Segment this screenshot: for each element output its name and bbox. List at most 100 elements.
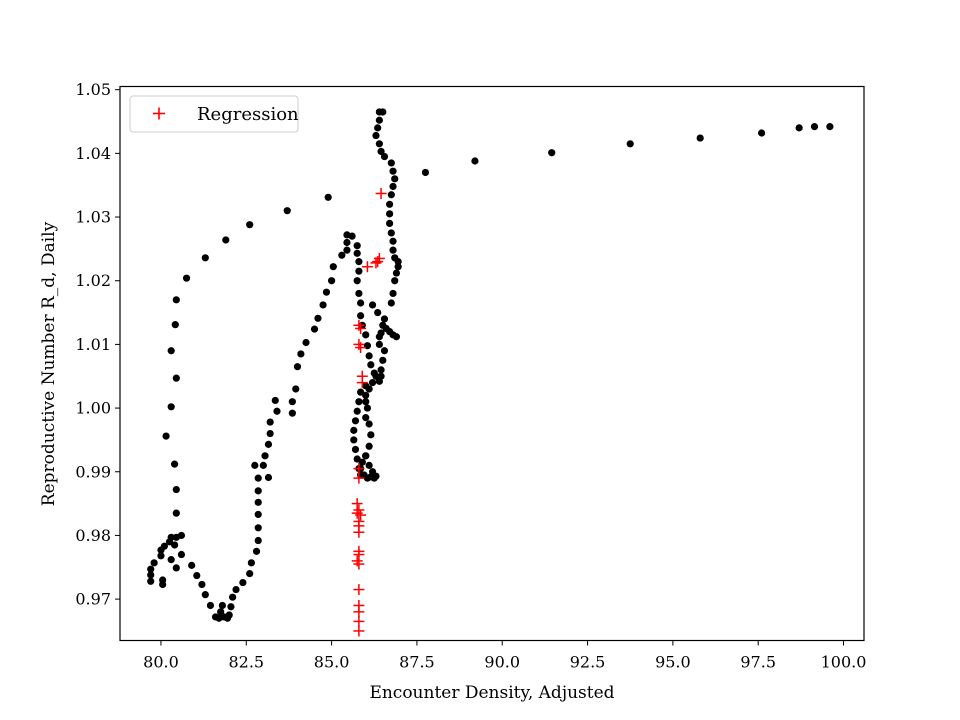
data-point (353, 407, 361, 415)
regression-point (355, 342, 367, 354)
data-point (386, 200, 394, 208)
data-point (355, 398, 363, 406)
data-point (350, 426, 358, 434)
regression-point (353, 472, 365, 484)
y-tick-label: 1.00 (75, 399, 111, 418)
data-point (247, 559, 255, 567)
data-point (222, 236, 230, 244)
data-point (172, 564, 180, 572)
data-point (810, 123, 819, 131)
data-point (386, 219, 394, 228)
regression-point (353, 584, 365, 596)
data-point (292, 385, 300, 393)
data-point (188, 561, 196, 569)
data-point (394, 258, 402, 266)
data-point (365, 352, 373, 360)
data-point (389, 289, 397, 298)
data-point (254, 510, 262, 519)
x-tick-label: 97.5 (740, 653, 776, 672)
data-point (353, 242, 361, 250)
data-point (343, 246, 351, 254)
data-point (389, 246, 397, 254)
data-point (377, 366, 385, 374)
x-tick-label: 82.5 (228, 653, 264, 672)
data-point (626, 140, 634, 148)
data-point (283, 207, 291, 215)
data-point (365, 442, 373, 450)
regression-point (375, 187, 387, 199)
x-tick-label: 80.0 (143, 653, 179, 672)
data-point (232, 585, 240, 594)
data-point (159, 580, 167, 589)
data-point (302, 338, 310, 347)
data-point (225, 611, 233, 619)
regression-point (353, 615, 365, 627)
data-point (217, 608, 225, 616)
data-point (362, 331, 370, 339)
data-point (239, 578, 247, 587)
data-point (391, 277, 399, 285)
data-point (353, 277, 361, 285)
data-point (353, 455, 361, 463)
y-tick-label: 1.01 (75, 335, 111, 354)
data-point (357, 312, 365, 320)
y-axis: 0.97 0.98 0.99 1.00 1.01 1.02 1.03 1.04 1.05 (75, 80, 120, 609)
data-point (150, 559, 158, 567)
data-point (273, 407, 281, 415)
data-point (389, 237, 397, 245)
data-point (229, 593, 237, 601)
data-point (355, 289, 363, 298)
y-axis-label: Reproductive Number R_d, Daily (39, 221, 59, 506)
data-point (201, 254, 209, 262)
data-point (177, 531, 186, 540)
data-point (171, 541, 179, 549)
data-point (548, 149, 556, 157)
data-point (254, 536, 262, 545)
y-tick-label: 0.98 (75, 526, 111, 545)
regression-point (355, 509, 367, 521)
data-point (379, 321, 387, 329)
data-point (171, 460, 179, 468)
data-point (362, 398, 370, 406)
data-point (338, 251, 346, 259)
data-point (288, 409, 296, 417)
data-point (172, 374, 180, 382)
data-point (254, 487, 262, 495)
data-point (362, 382, 370, 390)
data-point (266, 418, 274, 426)
regression-point (353, 625, 365, 637)
data-point (380, 315, 389, 323)
x-axis: 80.0 82.5 85.0 87.5 90.0 92.5 95.0 97.5 100.0 (143, 640, 867, 672)
data-point (696, 134, 704, 142)
data-point (375, 333, 383, 341)
regression-point (353, 526, 365, 538)
data-point (372, 131, 380, 140)
data-point (264, 473, 273, 482)
data-point (322, 288, 331, 296)
data-point (261, 452, 269, 460)
data-point (377, 147, 385, 156)
data-point (355, 267, 363, 275)
data-point (421, 168, 430, 177)
data-point (327, 277, 336, 285)
regression-point (353, 558, 365, 570)
data-point (147, 565, 155, 573)
data-point (259, 461, 267, 469)
data-point (386, 210, 394, 218)
x-tick-label: 95.0 (655, 653, 691, 672)
data-point (375, 140, 383, 148)
data-point (348, 232, 356, 240)
x-axis-label: Encounter Density, Adjusted (369, 683, 614, 703)
data-point (350, 436, 358, 444)
data-point (758, 129, 766, 137)
data-point (380, 347, 389, 355)
data-point (374, 124, 382, 132)
legend-box (129, 95, 299, 133)
data-point (365, 420, 373, 428)
data-point (374, 308, 382, 317)
legend-marker-regression (153, 107, 165, 120)
x-tick-label: 100.0 (821, 653, 867, 672)
data-point (353, 249, 361, 257)
regression-point (361, 261, 373, 273)
